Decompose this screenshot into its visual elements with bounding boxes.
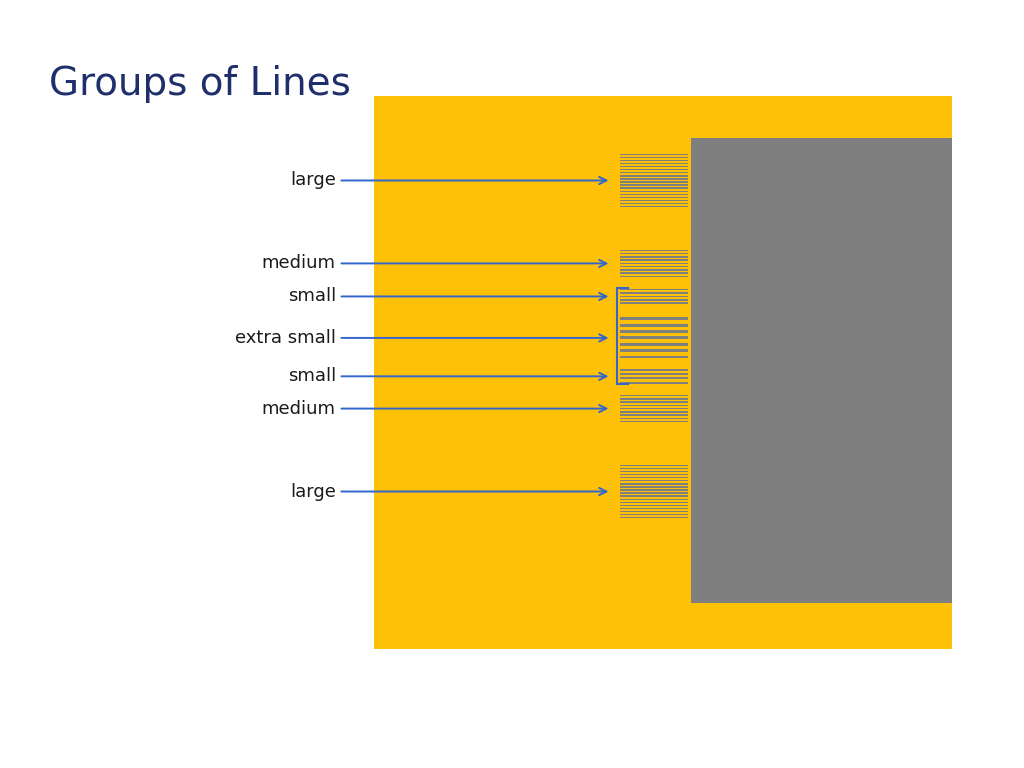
Bar: [620, 495, 688, 497]
Bar: [620, 474, 688, 475]
Bar: [620, 263, 688, 264]
Bar: [620, 194, 688, 195]
Bar: [620, 253, 688, 254]
Bar: [620, 343, 688, 346]
Bar: [620, 465, 688, 466]
Bar: [620, 411, 688, 412]
Bar: [620, 317, 688, 320]
Bar: [620, 356, 688, 359]
Text: small: small: [288, 367, 606, 386]
Bar: [620, 414, 688, 415]
Bar: [620, 184, 688, 186]
Bar: [620, 260, 688, 261]
Bar: [620, 276, 688, 277]
Bar: [620, 395, 688, 396]
Text: medium: medium: [262, 254, 606, 273]
Bar: [620, 269, 688, 270]
Bar: [620, 266, 688, 267]
Bar: [620, 508, 688, 509]
Bar: [620, 489, 688, 491]
Bar: [620, 178, 688, 180]
Bar: [620, 181, 688, 183]
Bar: [620, 324, 688, 326]
Bar: [620, 157, 688, 158]
Bar: [620, 330, 688, 333]
Bar: [620, 480, 688, 482]
Bar: [620, 169, 688, 170]
Bar: [620, 197, 688, 198]
Bar: [620, 187, 688, 189]
Bar: [620, 511, 688, 512]
Bar: [620, 382, 688, 383]
Bar: [620, 336, 688, 339]
Text: large: large: [290, 482, 606, 501]
Bar: [620, 166, 688, 167]
Bar: [620, 402, 688, 403]
Bar: [620, 175, 688, 177]
Bar: [620, 296, 688, 297]
Bar: [620, 190, 688, 192]
Bar: [620, 160, 688, 161]
Bar: [620, 373, 688, 375]
Bar: [620, 498, 688, 500]
Bar: [620, 289, 688, 290]
Bar: [620, 477, 688, 478]
Bar: [620, 378, 688, 379]
Bar: [620, 369, 688, 371]
Bar: [620, 505, 688, 506]
Bar: [620, 398, 688, 399]
Bar: [620, 203, 688, 204]
Bar: [620, 257, 688, 258]
Bar: [620, 471, 688, 472]
Bar: [620, 200, 688, 201]
Bar: [620, 303, 688, 304]
Bar: [691, 138, 952, 603]
Text: small: small: [288, 287, 606, 306]
Bar: [620, 421, 688, 422]
Bar: [620, 154, 688, 155]
Bar: [620, 250, 688, 251]
Text: medium: medium: [262, 399, 606, 418]
Bar: [620, 273, 688, 274]
Bar: [620, 486, 688, 488]
Text: extra small: extra small: [234, 329, 606, 347]
Bar: [620, 349, 688, 352]
Bar: [620, 408, 688, 409]
Bar: [620, 163, 688, 164]
Bar: [620, 172, 688, 174]
Bar: [620, 492, 688, 494]
Bar: [620, 293, 688, 294]
Bar: [620, 299, 688, 300]
Bar: [374, 96, 952, 649]
Bar: [620, 206, 688, 207]
Bar: [620, 514, 688, 515]
Bar: [620, 418, 688, 419]
Text: large: large: [290, 171, 606, 190]
Bar: [620, 468, 688, 469]
Bar: [620, 405, 688, 406]
Text: Groups of Lines: Groups of Lines: [49, 65, 351, 103]
Bar: [620, 502, 688, 503]
Bar: [620, 517, 688, 518]
Bar: [620, 483, 688, 485]
